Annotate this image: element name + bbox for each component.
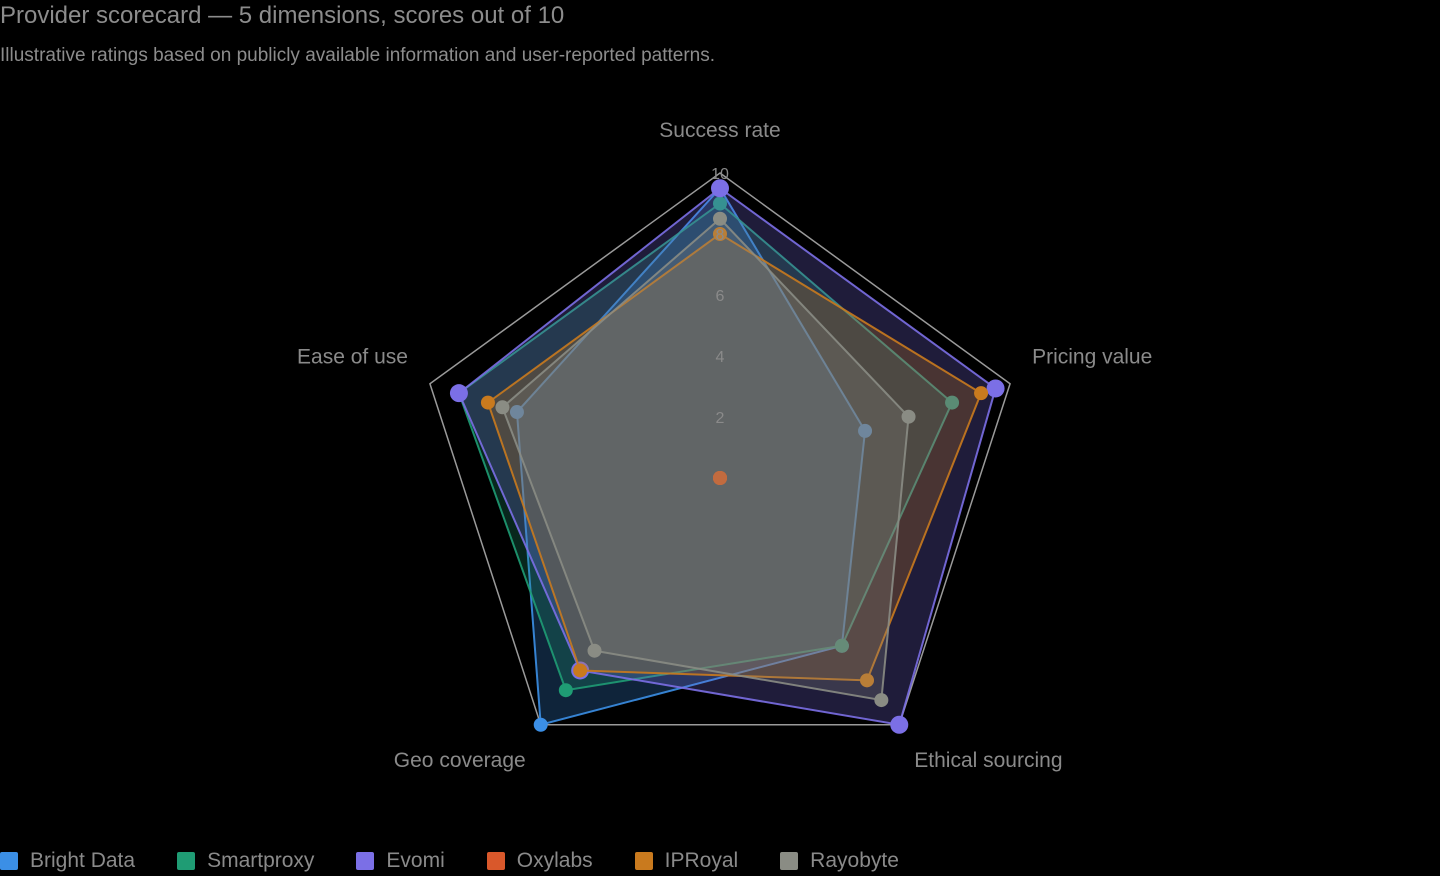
series-evomi bbox=[449, 179, 1005, 734]
axis-label: Geo coverage bbox=[394, 749, 526, 772]
data-point[interactable] bbox=[558, 683, 573, 698]
chart-subtitle: Illustrative ratings based on publicly a… bbox=[0, 45, 716, 66]
data-point[interactable] bbox=[713, 471, 727, 485]
legend-swatch bbox=[486, 852, 505, 870]
tick-label: 2 bbox=[716, 410, 725, 427]
chart-title: Provider scorecard — 5 dimensions, score… bbox=[0, 2, 565, 29]
axis-label: Ease of use bbox=[297, 346, 408, 369]
legend-label: Evomi bbox=[386, 849, 445, 872]
data-point[interactable] bbox=[449, 384, 468, 403]
legend-swatch bbox=[177, 852, 196, 870]
legend-item[interactable]: Bright Data bbox=[0, 849, 135, 873]
legend-label: Oxylabs bbox=[516, 849, 593, 872]
data-point[interactable] bbox=[533, 717, 548, 732]
legend-swatch bbox=[356, 852, 375, 870]
data-point[interactable] bbox=[901, 409, 916, 424]
legend-item[interactable]: IPRoyal bbox=[634, 849, 739, 873]
legend-swatch bbox=[634, 852, 653, 870]
legend-item[interactable]: Smartproxy bbox=[177, 849, 314, 873]
legend-label: Bright Data bbox=[30, 849, 136, 872]
series-smartproxy bbox=[451, 196, 960, 698]
data-point[interactable] bbox=[509, 405, 524, 420]
data-point[interactable] bbox=[874, 693, 889, 708]
axis-label: Pricing value bbox=[1032, 346, 1152, 369]
series-area bbox=[486, 232, 983, 682]
radar-chart: 2 4 6 8 10 Success rate Pricing value Ethical s… bbox=[297, 119, 1152, 772]
axis-label: Success rate bbox=[659, 119, 780, 142]
series-iproyal bbox=[480, 227, 989, 688]
series-area bbox=[457, 186, 997, 726]
axis-label: Ethical sourcing bbox=[914, 749, 1062, 772]
grid-outer-pentagon bbox=[429, 172, 1011, 726]
data-point[interactable] bbox=[711, 179, 729, 198]
series-area bbox=[457, 202, 954, 692]
data-point[interactable] bbox=[480, 395, 495, 410]
legend-item[interactable]: Oxylabs bbox=[486, 849, 593, 873]
legend-label: IPRoyal bbox=[664, 849, 739, 872]
data-point[interactable] bbox=[587, 643, 602, 658]
data-point[interactable] bbox=[713, 211, 727, 226]
series-area bbox=[515, 186, 867, 727]
chart-legend: Bright Data Smartproxy Evomi Oxylabs IPRoyal… bbox=[0, 846, 941, 876]
tick-label: 10 bbox=[711, 166, 729, 183]
data-point[interactable] bbox=[945, 395, 960, 410]
tick-label: 6 bbox=[716, 288, 725, 305]
data-point[interactable] bbox=[573, 663, 588, 678]
legend-item[interactable]: Rayobyte bbox=[780, 849, 899, 873]
data-point[interactable] bbox=[495, 400, 510, 415]
series-rayobyte bbox=[495, 211, 916, 708]
data-point[interactable] bbox=[986, 379, 1005, 398]
tick-label: 8 bbox=[716, 227, 725, 244]
legend-label: Smartproxy bbox=[207, 849, 315, 872]
data-point[interactable] bbox=[713, 196, 727, 211]
series-oxylabs bbox=[713, 471, 727, 485]
data-point[interactable] bbox=[860, 673, 875, 688]
legend-item[interactable]: Evomi bbox=[356, 849, 445, 873]
data-point[interactable] bbox=[713, 227, 727, 241]
data-point[interactable] bbox=[858, 423, 873, 438]
tick-label: 4 bbox=[716, 349, 725, 366]
legend-swatch bbox=[0, 852, 18, 870]
data-point[interactable] bbox=[890, 715, 909, 734]
series-area bbox=[501, 217, 910, 702]
data-point[interactable] bbox=[834, 638, 849, 653]
data-point[interactable] bbox=[974, 386, 989, 401]
legend-label: Rayobyte bbox=[810, 849, 899, 872]
legend-swatch bbox=[780, 852, 799, 870]
